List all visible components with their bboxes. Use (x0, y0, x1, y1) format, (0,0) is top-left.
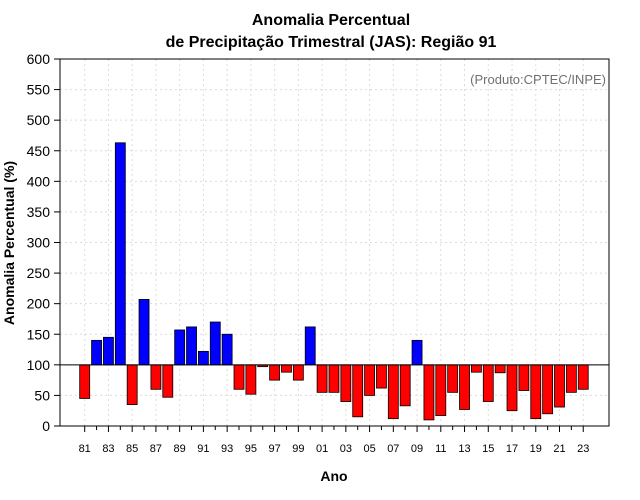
y-tick-label: 100 (27, 357, 51, 373)
bar-00 (304, 326, 316, 366)
bar-94 (233, 364, 245, 390)
x-tick-label: 19 (530, 443, 542, 455)
x-tick-label: 83 (102, 443, 114, 455)
y-tick-label: 400 (27, 173, 51, 189)
x-tick-label: 95 (245, 443, 257, 455)
bars (79, 142, 589, 421)
bar-12 (447, 364, 459, 393)
bar-87 (150, 364, 162, 390)
bar-83 (103, 336, 114, 366)
bar-93 (221, 333, 233, 366)
x-tick-label: 17 (506, 443, 518, 455)
bar-19 (530, 364, 542, 420)
bar-92 (209, 321, 221, 366)
y-tick-label: 500 (27, 112, 51, 128)
bar-11 (435, 364, 447, 417)
bar-07 (387, 364, 399, 420)
x-tick-label: 93 (221, 443, 233, 455)
credit-text: (Produto:CPTEC/INPE) (470, 72, 606, 87)
bar-86 (138, 298, 150, 366)
x-tick-label: 87 (150, 443, 162, 455)
bar-95 (245, 364, 257, 395)
bar-05 (364, 364, 375, 396)
x-tick-label: 15 (482, 443, 494, 455)
bar-08 (399, 364, 411, 407)
y-tick-label: 600 (27, 51, 51, 67)
y-tick-label: 550 (27, 82, 51, 98)
bar-15 (482, 364, 494, 402)
x-tick-label: 03 (340, 443, 352, 455)
x-tick-label: 81 (79, 443, 91, 455)
bar-99 (292, 364, 304, 381)
x-tick-label: 13 (458, 443, 470, 455)
x-tick-label: 97 (268, 443, 280, 455)
bar-85 (126, 364, 138, 405)
bar-98 (281, 364, 292, 373)
bar-20 (542, 364, 554, 415)
bar-09 (411, 339, 423, 366)
bar-02 (328, 364, 340, 393)
bar-17 (506, 364, 518, 412)
bar-06 (376, 364, 387, 389)
y-tick-label: 350 (27, 204, 51, 220)
chart-title-line-2: de Precipitação Trimestral (JAS): Região… (166, 34, 497, 51)
bar-01 (316, 364, 328, 393)
y-tick-label: 250 (27, 265, 51, 281)
x-tick-label: 11 (435, 443, 446, 455)
bar-22 (565, 364, 577, 393)
bar-97 (269, 364, 281, 381)
x-tick-label: 91 (197, 443, 209, 455)
bar-14 (471, 364, 482, 373)
x-tick-label: 21 (553, 443, 565, 455)
bar-91 (197, 350, 209, 366)
x-tick-label: 05 (363, 443, 375, 455)
x-tick-label: 89 (174, 443, 186, 455)
bar-23 (577, 364, 589, 390)
x-tick-label: 01 (316, 443, 328, 455)
y-tick-label: 300 (27, 235, 51, 251)
x-tick-label: 23 (577, 443, 589, 455)
bar-89 (174, 329, 186, 366)
bar-16 (494, 364, 506, 374)
bar-03 (340, 364, 352, 402)
bar-88 (162, 364, 174, 398)
x-axis-label: Ano (320, 468, 347, 484)
y-tick-label: 150 (27, 326, 51, 342)
bar-82 (91, 339, 102, 366)
x-tick-label: 09 (411, 443, 423, 455)
y-tick-label: 450 (27, 143, 51, 159)
bar-90 (186, 326, 197, 366)
bar-10 (423, 364, 435, 421)
x-tick-label: 99 (292, 443, 304, 455)
x-axis-ticks: 81 83 85 87 89 91 93 95 97 99 01 03 05 07 09 11 13 15 17 19… (79, 426, 589, 455)
y-axis-ticks: 0 50 100 150 200 250 300 350 400 450 500 550 600 (27, 51, 60, 434)
y-tick-label: 200 (27, 296, 51, 312)
chart-title-line-1: Anomalia Percentual (252, 12, 410, 29)
y-axis-label: Anomalia Percentual (%) (1, 161, 17, 325)
bar-84 (114, 142, 126, 366)
x-tick-label: 85 (126, 443, 138, 455)
bar-04 (352, 364, 364, 418)
y-tick-label: 50 (34, 387, 50, 403)
bar-81 (79, 364, 91, 399)
bar-18 (518, 364, 530, 391)
x-tick-label: 07 (387, 443, 399, 455)
bar-21 (554, 364, 565, 408)
bar-13 (459, 364, 470, 410)
y-tick-label: 0 (42, 418, 50, 434)
